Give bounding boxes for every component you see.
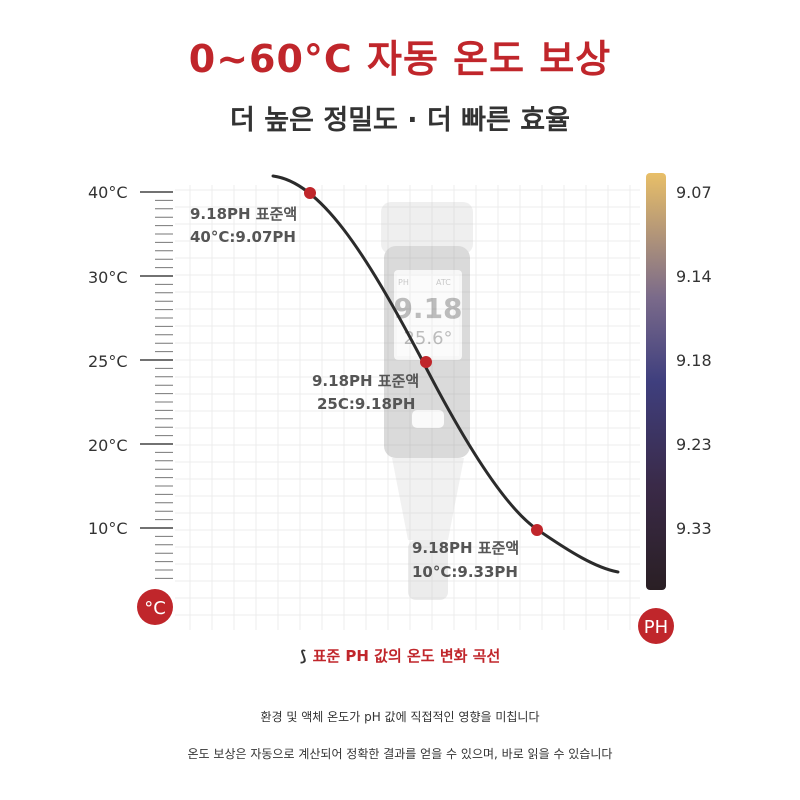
curve-swoosh-icon: ⟆ [299,647,307,665]
point-10-label-1: 9.18PH 표준액 [412,539,519,557]
device-atc-label: ATC [436,278,451,287]
temp-tick-30: 30°C [88,268,128,287]
device-temp-value: 25.6° [403,328,452,349]
ph-badge: PH [638,608,674,644]
point-10-label-2: 10°C:9.33PH [412,563,518,581]
ph-tick-labels: 9.07 9.14 9.18 9.23 9.33 [676,183,712,538]
point-40-annotation: 9.18PH 표준액 40°C:9.07PH [190,205,297,246]
curve-caption: ⟆ 표준 PH 값의 온도 변화 곡선 [0,645,800,666]
point-40-label-2: 40°C:9.07PH [190,228,296,246]
point-25-label-2: 25C:9.18PH [317,395,415,413]
temp-tick-20: 20°C [88,436,128,455]
temperature-tick-labels: 40°C 30°C 25°C 20°C 10°C [88,183,128,538]
device-ph-value: 9.18 [393,292,462,325]
ph-badge-label: PH [644,617,668,638]
point-10-marker [531,524,543,536]
temp-tick-10: 10°C [88,519,128,538]
ph-gradient-bar [646,173,666,590]
description-line-1: 환경 및 액체 온도가 pH 값에 직접적인 영향을 미칩니다 [260,710,540,724]
ph-tick-1: 9.07 [676,183,712,202]
ph-tick-2: 9.14 [676,267,712,286]
temperature-ph-curve [271,174,620,574]
celsius-badge-label: °C [144,598,166,619]
ph-tick-3: 9.18 [676,351,712,370]
temp-tick-40: 40°C [88,183,128,202]
point-40-label-1: 9.18PH 표준액 [190,205,297,223]
point-25-annotation: 9.18PH 표준액 25C:9.18PH [312,372,419,413]
temperature-ruler [140,191,173,579]
device-ph-label: PH [398,278,409,287]
page-subtitle: 더 높은 정밀도 · 더 빠른 효율 [230,105,570,136]
point-25-marker [420,356,432,368]
background-grid [175,185,640,630]
page-title: 0~60°C 자동 온도 보상 [188,37,612,81]
celsius-badge: °C [137,589,173,625]
point-10-annotation: 9.18PH 표준액 10°C:9.33PH [412,539,519,581]
ph-tick-4: 9.23 [676,435,712,454]
ph-tick-5: 9.33 [676,519,712,538]
temp-tick-25: 25°C [88,352,128,371]
description-line-2: 온도 보상은 자동으로 계산되어 정확한 결과를 얻을 수 있으며, 바로 읽을… [187,747,613,761]
curve-caption-text: 표준 PH 값의 온도 변화 곡선 [312,647,501,665]
point-40-marker [304,187,316,199]
point-25-label-1: 9.18PH 표준액 [312,372,419,390]
